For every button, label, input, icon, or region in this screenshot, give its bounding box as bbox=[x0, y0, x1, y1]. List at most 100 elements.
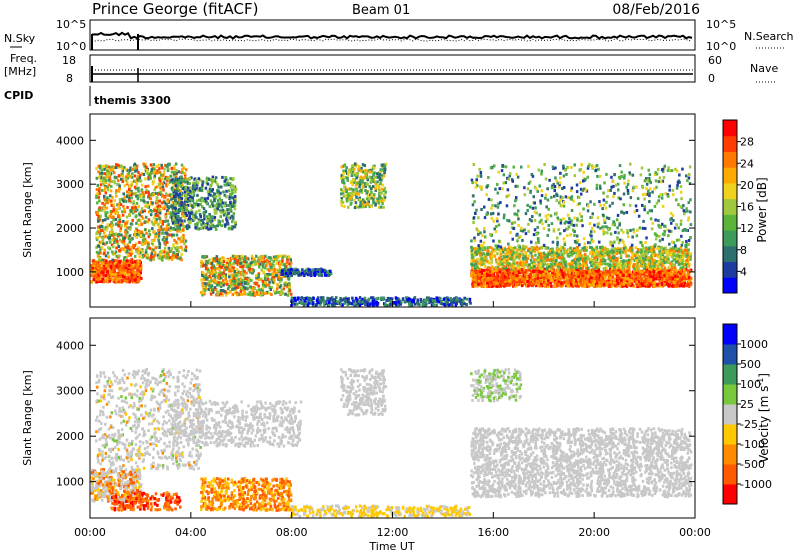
power-cell bbox=[120, 224, 123, 228]
power-cell bbox=[674, 271, 677, 274]
power-cell bbox=[400, 300, 403, 304]
power-cell bbox=[248, 267, 251, 271]
power-cell bbox=[143, 237, 147, 241]
power-cell bbox=[217, 185, 220, 189]
power-cell bbox=[605, 279, 608, 283]
power-cell bbox=[164, 243, 167, 247]
power-cell bbox=[139, 198, 143, 202]
power-cell bbox=[455, 302, 458, 306]
power-cell bbox=[160, 192, 163, 196]
power-cell bbox=[348, 196, 352, 200]
power-cell bbox=[264, 254, 267, 258]
power-cell bbox=[223, 264, 226, 267]
power-cell bbox=[150, 168, 154, 172]
power-cell bbox=[311, 302, 315, 306]
power-cell bbox=[405, 296, 408, 300]
power-cell bbox=[101, 236, 105, 240]
power-cell bbox=[112, 171, 116, 175]
power-cell bbox=[155, 164, 158, 168]
power-cell bbox=[204, 288, 207, 292]
power-cell bbox=[136, 164, 139, 168]
power-cell bbox=[600, 275, 604, 279]
power-cell bbox=[179, 175, 182, 179]
power-cell bbox=[156, 204, 159, 208]
power-cell bbox=[622, 276, 625, 280]
power-cell bbox=[185, 214, 189, 217]
power-cell bbox=[258, 265, 261, 269]
power-cell bbox=[117, 224, 120, 228]
power-cell bbox=[136, 247, 139, 251]
power-cell bbox=[240, 281, 244, 285]
power-cell bbox=[340, 188, 343, 192]
power-cell bbox=[408, 297, 411, 301]
power-cell bbox=[215, 267, 219, 271]
power-cell bbox=[319, 300, 323, 304]
power-cell bbox=[515, 276, 518, 280]
power-cell bbox=[99, 274, 102, 278]
power-cell bbox=[165, 209, 169, 213]
power-cell bbox=[408, 302, 411, 306]
power-cell bbox=[340, 174, 343, 177]
power-cell bbox=[192, 194, 196, 198]
power-cell bbox=[177, 193, 180, 197]
power-cell bbox=[379, 205, 383, 209]
power-cell bbox=[97, 219, 100, 223]
power-cell bbox=[169, 226, 173, 230]
power-cell bbox=[118, 218, 121, 222]
power-cell bbox=[117, 245, 121, 249]
power-cell bbox=[120, 240, 124, 244]
power-cell bbox=[351, 168, 355, 172]
power-cell bbox=[161, 258, 164, 262]
power-cell bbox=[216, 283, 219, 287]
power-cell bbox=[208, 205, 212, 209]
power-cell bbox=[133, 278, 136, 282]
power-cell bbox=[126, 173, 129, 177]
power-cell bbox=[352, 192, 356, 196]
power-cell bbox=[191, 199, 195, 203]
power-cell bbox=[158, 242, 161, 245]
power-cell bbox=[361, 198, 365, 202]
power-cell bbox=[199, 213, 202, 217]
power-cell bbox=[122, 266, 126, 270]
power-cell bbox=[225, 293, 228, 297]
power-cell bbox=[130, 222, 134, 226]
power-cell bbox=[187, 221, 191, 225]
power-cell bbox=[329, 269, 332, 273]
power-cell bbox=[241, 268, 245, 272]
power-cell bbox=[263, 260, 267, 264]
power-cell bbox=[181, 228, 185, 232]
power-cell bbox=[441, 302, 445, 306]
power-cell bbox=[658, 275, 661, 279]
power-cell bbox=[123, 275, 126, 279]
power-cell bbox=[173, 182, 177, 186]
power-cell bbox=[413, 296, 417, 300]
power-cell bbox=[118, 187, 122, 191]
power-cell bbox=[285, 263, 288, 266]
power-cell bbox=[594, 284, 597, 288]
power-cell bbox=[112, 203, 116, 207]
power-cell bbox=[96, 225, 100, 229]
power-cell bbox=[119, 229, 122, 233]
power-cell bbox=[181, 239, 185, 243]
power-cell bbox=[103, 164, 106, 168]
power-cell bbox=[273, 289, 276, 293]
power-cell bbox=[453, 299, 457, 303]
power-cell bbox=[233, 207, 237, 211]
power-cell bbox=[309, 297, 313, 301]
power-cell bbox=[178, 179, 181, 183]
power-cell bbox=[347, 198, 351, 202]
power-cell bbox=[159, 225, 163, 229]
power-cell bbox=[661, 277, 665, 281]
power-cell bbox=[269, 273, 272, 277]
power-cell bbox=[273, 258, 277, 262]
power-cell bbox=[211, 178, 215, 181]
power-cell bbox=[100, 224, 104, 228]
power-cell bbox=[150, 220, 154, 224]
power-cell bbox=[257, 276, 260, 279]
power-cell bbox=[471, 282, 474, 286]
power-cell bbox=[133, 185, 137, 189]
power-cell bbox=[91, 272, 94, 276]
power-cell bbox=[121, 210, 124, 214]
power-cell bbox=[124, 167, 128, 171]
power-cell bbox=[146, 246, 149, 250]
